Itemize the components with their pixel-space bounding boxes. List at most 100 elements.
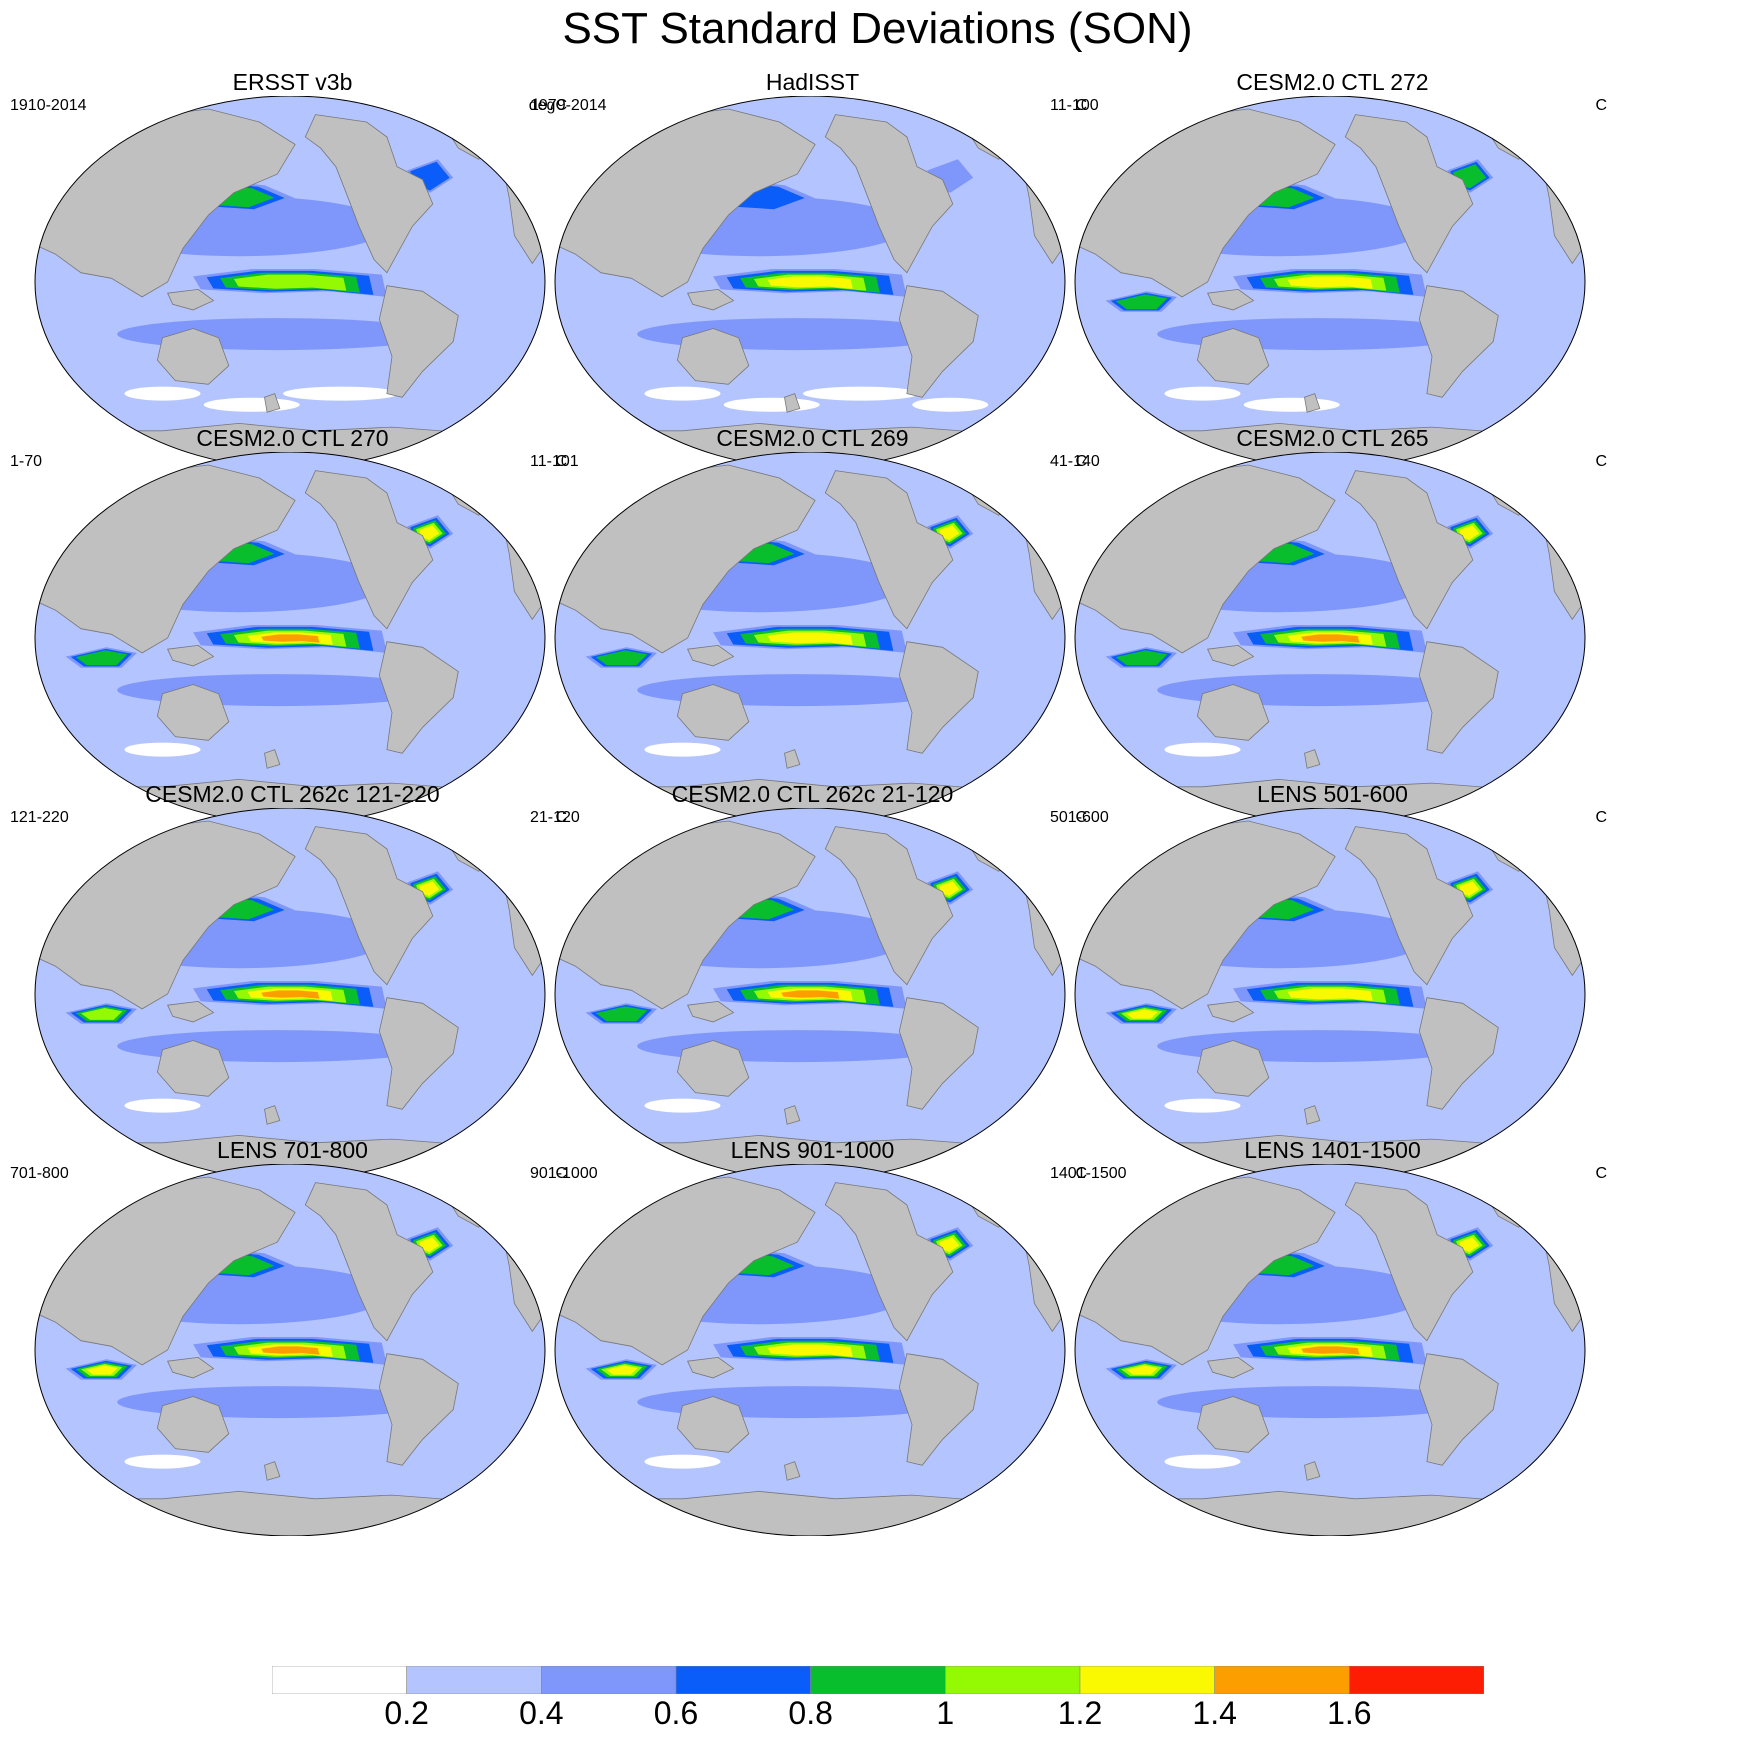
land-maritime — [167, 644, 215, 667]
map-panel: CESM2.0 CTL 269 11-101 C — [520, 424, 1105, 824]
colorbar-box — [1349, 1666, 1484, 1694]
colorbar-label: 1 — [936, 1695, 955, 1731]
colorbar-label: 1.6 — [1327, 1695, 1372, 1731]
sst-map — [34, 808, 546, 1180]
sst-map — [1074, 1164, 1586, 1536]
low-variability-zones — [1164, 1098, 1241, 1113]
indian-ocean-maximum — [1105, 647, 1177, 668]
colorbar-box — [541, 1666, 677, 1694]
map-panel: HadISST 1979-2014 C — [520, 68, 1105, 468]
colorbar-label: 0.8 — [788, 1695, 833, 1731]
indian-ocean-maximum — [585, 1359, 657, 1380]
land-southamerica — [378, 1353, 459, 1466]
sst-map — [1074, 96, 1586, 468]
panel-units: degC — [528, 97, 567, 114]
map-outline — [1074, 96, 1586, 468]
panel-units: C — [555, 1165, 567, 1182]
map-outline — [34, 452, 546, 824]
land-northamerica — [304, 826, 434, 986]
map-panel: CESM2.0 CTL 270 1-70 C — [0, 424, 585, 824]
land-newzealand — [1304, 1461, 1321, 1481]
colorbar-label: 0.2 — [384, 1695, 429, 1731]
land-australia — [676, 1040, 750, 1097]
panel-title: CESM2.0 CTL 272 — [1236, 69, 1429, 95]
map-panel: CESM2.0 CTL 262c 121-220 121-220 C — [0, 780, 585, 1180]
panel-title: CESM2.0 CTL 262c 121-220 — [145, 781, 440, 807]
land-northamerica — [1344, 1182, 1474, 1342]
colorbar-label: 0.6 — [653, 1695, 699, 1731]
land-australia — [1196, 328, 1270, 385]
land-maritime — [687, 644, 735, 667]
land-northamerica — [304, 1182, 434, 1342]
panel-units: C — [1075, 97, 1087, 114]
colorbar-box — [810, 1666, 946, 1694]
map-outline — [554, 452, 1066, 824]
land-australia — [676, 1396, 750, 1453]
indian-ocean-maximum — [585, 647, 657, 668]
colorbar-box — [1079, 1666, 1215, 1694]
land-maritime — [687, 288, 735, 311]
panel-units: C — [1075, 453, 1087, 470]
low-variability-zones — [124, 1454, 201, 1469]
land-northamerica — [824, 1182, 954, 1342]
land-northamerica — [824, 826, 954, 986]
land-maritime — [1207, 288, 1255, 311]
map-panel: CESM2.0 CTL 265 41-140 C — [1040, 424, 1625, 824]
panel-title: HadISST — [765, 69, 860, 95]
land-southamerica — [378, 641, 459, 754]
land-maritime — [1207, 644, 1255, 667]
colorbar-label: 1.4 — [1192, 1695, 1237, 1731]
land-southamerica — [898, 285, 979, 398]
land-northamerica — [1344, 114, 1474, 274]
panel-units: C — [1075, 809, 1087, 826]
map-outline — [554, 96, 1066, 468]
panel-units: C — [1595, 1165, 1607, 1182]
indian-ocean-maximum — [585, 1003, 657, 1024]
land-masses — [35, 460, 545, 824]
panel-title: CESM2.0 CTL 270 — [196, 425, 389, 451]
land-newzealand — [264, 1461, 281, 1481]
enso-maximum — [193, 625, 387, 653]
map-panel: ERSST v3b 1910-2014 degC — [0, 68, 585, 468]
panel-units: C — [555, 453, 567, 470]
panel-period: 21-120 — [530, 809, 580, 826]
land-maritime — [1207, 1356, 1255, 1379]
land-northamerica — [304, 470, 434, 630]
colorbar-box — [945, 1666, 1081, 1694]
land-maritime — [167, 1356, 215, 1379]
land-southamerica — [898, 1353, 979, 1466]
land-northamerica — [824, 114, 954, 274]
panel-period: 1401-1500 — [1050, 1165, 1127, 1182]
sst-map — [34, 96, 546, 468]
panel-units: C — [1595, 453, 1607, 470]
panel-units: C — [555, 809, 567, 826]
panel-period: 701-800 — [10, 1165, 69, 1182]
panel-title: CESM2.0 CTL 265 — [1236, 425, 1429, 451]
panel-title: CESM2.0 CTL 262c 21-120 — [671, 781, 954, 807]
map-panel: CESM2.0 CTL 272 11-100 C — [1040, 68, 1625, 468]
colorbar-label: 0.4 — [519, 1695, 564, 1731]
enso-maximum — [1233, 1337, 1427, 1365]
panel-title: LENS 501-600 — [1257, 781, 1408, 807]
indian-ocean-maximum — [65, 647, 137, 668]
panel-title: LENS 701-800 — [217, 1137, 368, 1163]
sst-map — [554, 808, 1066, 1180]
map-outline — [34, 96, 546, 468]
land-southamerica — [378, 997, 459, 1110]
map-outline — [1074, 1164, 1586, 1536]
land-newzealand — [784, 749, 801, 769]
panel-period: 41-140 — [1050, 453, 1100, 470]
indian-ocean-maximum — [1105, 1003, 1177, 1024]
land-australia — [1196, 1040, 1270, 1097]
land-southamerica — [1418, 641, 1499, 754]
colorbar-box — [406, 1666, 542, 1694]
enso-maximum — [193, 981, 387, 1009]
land-newzealand — [784, 1105, 801, 1125]
low-variability-zones — [124, 1098, 201, 1113]
land-australia — [156, 1040, 230, 1097]
enso-maximum — [1233, 269, 1427, 297]
land-australia — [156, 328, 230, 385]
colorbar-box — [1214, 1666, 1350, 1694]
panel-units: C — [1075, 1165, 1087, 1182]
map-outline — [34, 808, 546, 1180]
